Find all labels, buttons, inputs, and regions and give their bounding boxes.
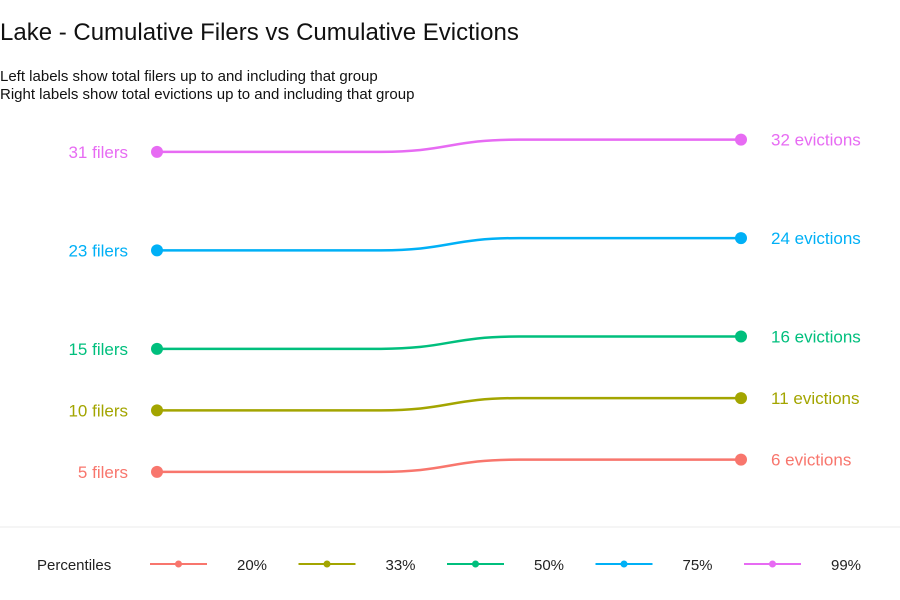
chart-subtitle-line-2: Right labels show total evictions up to …	[0, 86, 414, 103]
series-line	[157, 335, 741, 351]
legend-key-point	[472, 560, 479, 568]
evictions-label: 32 evictions	[771, 131, 861, 150]
filers-point	[151, 465, 163, 478]
series-33pct: 10 filers 11 evictions	[68, 389, 859, 420]
filers-label: 5 filers	[78, 463, 128, 482]
series-line	[157, 396, 741, 412]
series-line	[157, 458, 741, 474]
evictions-point	[735, 133, 747, 146]
legend-item: 75%	[595, 557, 713, 574]
legend-key-point	[175, 560, 182, 568]
series-line	[157, 138, 741, 154]
plot-area: 5 filers 6 evictions 10 filers 11 evictions…	[68, 131, 860, 482]
filers-label: 23 filers	[68, 241, 128, 260]
series-99pct: 31 filers 32 evictions	[68, 131, 860, 162]
filers-label: 31 filers	[68, 143, 128, 162]
chart-title: Lake - Cumulative Filers vs Cumulative E…	[0, 19, 519, 46]
filers-point	[151, 244, 163, 257]
legend-title: Percentiles	[37, 557, 111, 574]
legend-label: 33%	[386, 557, 416, 574]
legend-item: 50%	[447, 557, 564, 574]
series-50pct: 15 filers 16 evictions	[68, 328, 860, 359]
legend-label: 99%	[831, 557, 861, 574]
filers-label: 15 filers	[68, 340, 128, 359]
legend-key-point	[769, 560, 776, 568]
series-line	[157, 236, 741, 252]
legend-label: 50%	[534, 557, 564, 574]
legend: Percentiles 20% 33% 50% 75% 99%	[37, 557, 861, 574]
filers-point	[151, 342, 163, 355]
evictions-point	[735, 392, 747, 405]
filers-label: 10 filers	[68, 401, 128, 420]
chart-subtitle-line-1: Left labels show total filers up to and …	[0, 68, 378, 85]
evictions-label: 11 evictions	[771, 389, 860, 408]
legend-key-point	[323, 560, 331, 568]
legend-key-point	[620, 560, 628, 568]
evictions-point	[735, 453, 747, 466]
legend-item: 20%	[150, 557, 267, 574]
legend-item: 33%	[298, 557, 416, 574]
filers-point	[151, 404, 163, 417]
evictions-point	[735, 330, 747, 343]
evictions-label: 16 evictions	[771, 328, 861, 347]
legend-item: 99%	[744, 557, 861, 574]
series-20pct: 5 filers 6 evictions	[78, 451, 851, 482]
filers-point	[151, 145, 163, 158]
evictions-point	[735, 232, 747, 245]
series-75pct: 23 filers 24 evictions	[68, 229, 860, 260]
evictions-label: 24 evictions	[771, 229, 861, 248]
evictions-label: 6 evictions	[771, 451, 851, 470]
legend-label: 75%	[683, 557, 713, 574]
legend-label: 20%	[237, 557, 267, 574]
